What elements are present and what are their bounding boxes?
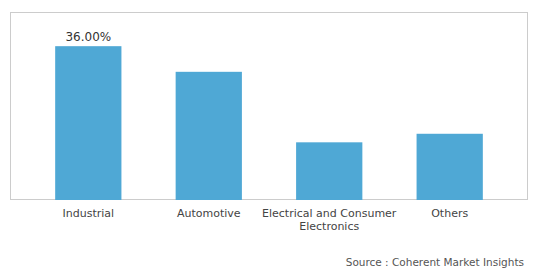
x-tick-label: Electrical and ConsumerElectronics (262, 207, 397, 233)
bar (417, 134, 483, 200)
x-tick-label: Others (431, 207, 468, 220)
x-tick-label: Automotive (177, 207, 241, 220)
plot-frame (11, 13, 528, 200)
source-text: Source : Coherent Market Insights (346, 256, 524, 268)
bar (55, 46, 121, 200)
chart: Industrial Automotive Electrical and Consu… (0, 0, 538, 272)
bar (296, 142, 362, 200)
bar (176, 72, 242, 200)
annotation: 36.00% (65, 30, 111, 44)
x-tick-label: Industrial (63, 207, 115, 220)
bars (55, 46, 483, 200)
